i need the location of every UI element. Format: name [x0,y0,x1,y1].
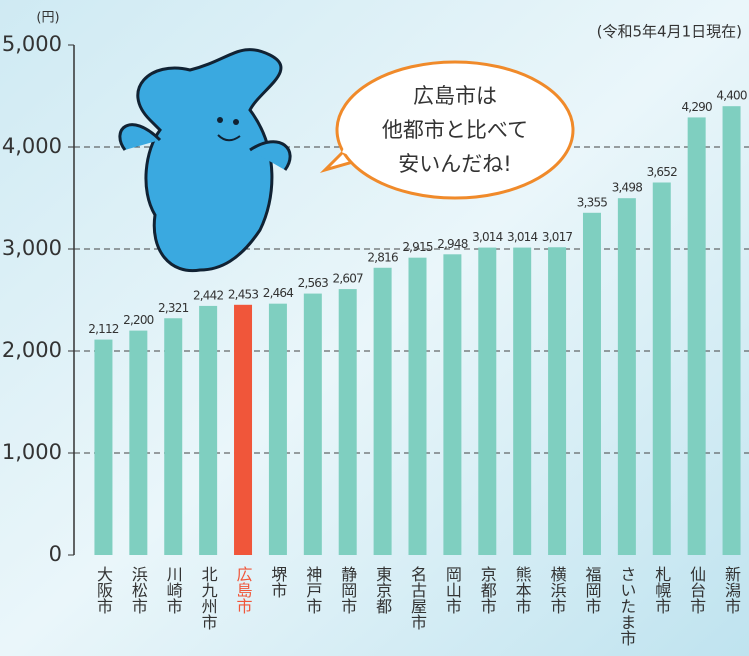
value-label: 2,442 [193,288,224,302]
value-label: 2,321 [158,301,189,315]
bar [548,247,566,555]
bar [688,117,706,555]
x-tick-label: 仙台市 [687,566,706,614]
bar [164,318,182,555]
x-tick-label: 神戸市 [303,566,322,614]
bar [374,268,392,555]
bar [94,340,112,555]
bar [339,289,357,555]
x-tick-label: 浜松市 [129,566,148,614]
bar [478,248,496,555]
x-tick-label: 福岡市 [582,566,601,614]
annotation: 他都市と比べて [382,118,528,142]
annotation: 広島市は [413,84,497,108]
bar [653,182,671,555]
x-tick-label: 札幌市 [652,566,671,614]
value-label: 2,453 [228,287,259,301]
value-label: 4,400 [716,89,747,103]
value-label: 2,563 [298,276,329,290]
value-label: 4,290 [681,100,712,114]
y-tick-label: 1,000 [2,440,62,464]
y-tick-label: 0 [49,542,62,566]
value-label: 2,464 [263,286,294,300]
y-unit: (円) [36,11,59,26]
value-label: 2,200 [123,313,154,327]
x-tick-label: 広島市 [234,566,253,614]
value-label: 3,017 [542,230,573,244]
value-label: 3,498 [612,181,643,195]
y-tick-label: 2,000 [2,338,62,362]
bar [129,331,147,555]
x-tick-label: 静岡市 [338,566,357,614]
x-tick-label: 川崎市 [164,566,183,614]
value-label: 3,014 [507,230,538,244]
bar [513,248,531,555]
bar [304,294,322,555]
bar [618,198,636,555]
bar [234,305,252,555]
value-label: 2,607 [333,272,364,286]
y-tick-label: 5,000 [2,32,62,56]
value-label: 3,014 [472,230,503,244]
x-tick-label: 名古屋市 [408,566,427,630]
value-label: 3,652 [647,165,678,179]
value-label: 3,355 [577,195,608,209]
bar [199,306,217,555]
x-tick-label: 大阪市 [94,566,113,614]
value-label: 2,915 [402,240,433,254]
bar [583,213,601,555]
x-tick-label: 京都市 [478,566,497,614]
y-tick-label: 4,000 [2,134,62,158]
x-tick-label: さいたま市 [617,566,636,646]
value-label: 2,112 [88,322,119,336]
subtitle: (令和5年4月1日現在) [597,23,742,41]
x-tick-label: 熊本市 [513,566,532,614]
x-tick-label: 堺市 [268,566,287,598]
bar [443,254,461,555]
value-label: 2,816 [367,250,398,264]
x-tick-label: 新潟市 [722,566,741,614]
annotation: 安いんだね! [398,152,511,176]
x-tick-label: 岡山市 [443,566,462,614]
bar [723,106,741,555]
x-tick-label: 北九州市 [199,566,218,630]
value-label: 2,948 [437,237,468,251]
bar [269,304,287,555]
bar [409,258,427,555]
x-tick-label: 東京都 [373,566,392,614]
chart: (令和5年4月1日現在) (円) 0 1,000 2,000 3,000 4,000 5,… [0,0,749,656]
x-tick-label: 横浜市 [548,566,567,614]
y-tick-label: 3,000 [2,236,62,260]
